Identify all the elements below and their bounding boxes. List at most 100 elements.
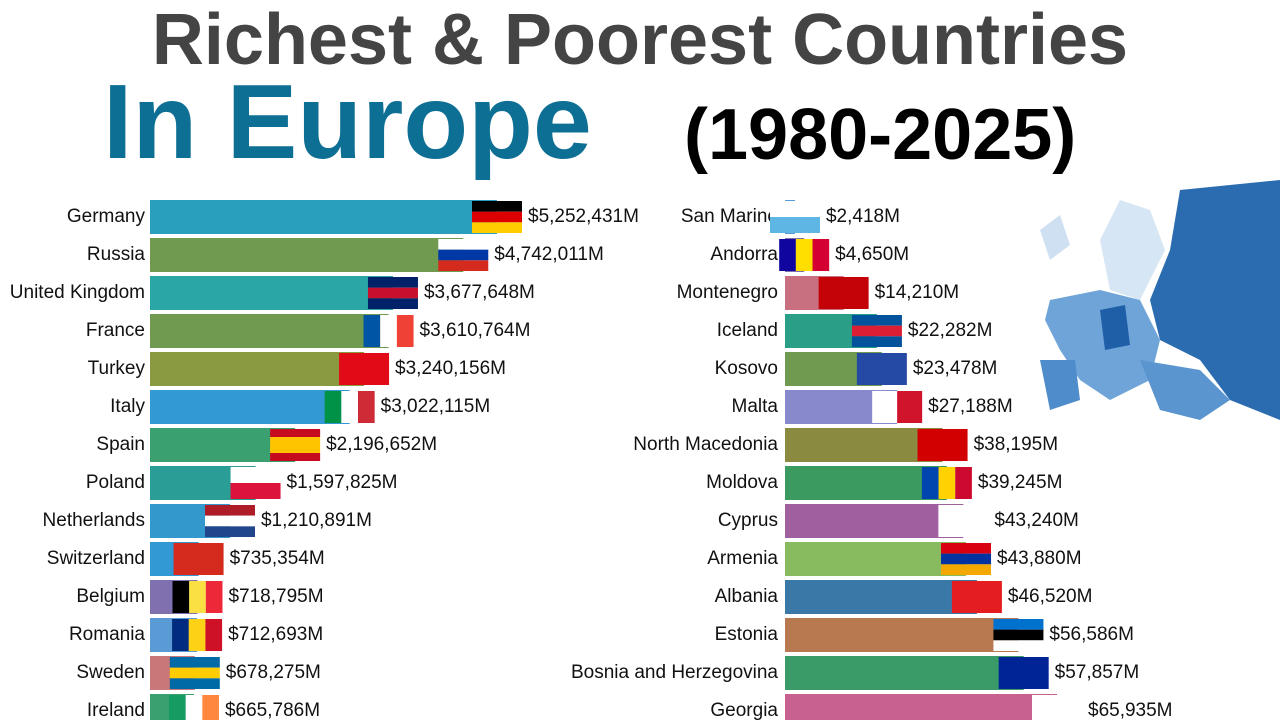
flag: [205, 581, 223, 613]
flag: [941, 543, 992, 554]
category-label: Montenegro: [677, 282, 778, 303]
flag: [173, 543, 224, 575]
category-label: France: [86, 320, 145, 341]
category-label: Armenia: [707, 548, 778, 569]
flag: [270, 445, 321, 453]
value-label: $2,418M: [826, 206, 900, 227]
flag: [189, 581, 206, 613]
flag: [438, 249, 489, 261]
flag: [941, 553, 992, 565]
flag: [769, 201, 820, 217]
value-label: $14,210M: [875, 282, 960, 303]
flag: [872, 391, 898, 423]
bar: [150, 390, 350, 424]
flag: [185, 695, 203, 720]
flag: [204, 515, 255, 527]
value-label: $3,240,156M: [395, 358, 506, 379]
bar: [150, 276, 393, 310]
flag: [367, 287, 418, 299]
bar: [150, 238, 464, 272]
value-label: $718,795M: [228, 586, 323, 607]
category-label: Russia: [87, 244, 146, 265]
flag: [795, 239, 813, 271]
value-label: $4,742,011M: [494, 244, 604, 265]
flag: [769, 217, 820, 233]
flag: [472, 201, 522, 212]
flag: [357, 391, 375, 423]
value-label: $65,935M: [1088, 700, 1173, 720]
bar: [785, 618, 1019, 652]
flag: [851, 325, 902, 337]
value-label: $3,610,764M: [420, 320, 531, 341]
flag: [438, 239, 489, 250]
flag: [779, 239, 796, 271]
bar: [785, 466, 947, 500]
value-label: $5,252,431M: [528, 206, 639, 227]
value-label: $1,210,891M: [261, 510, 372, 531]
value-label: $39,245M: [978, 472, 1063, 493]
flag: [1032, 695, 1082, 720]
category-label: Ireland: [87, 700, 145, 720]
bar: [785, 694, 1057, 720]
bar: [785, 504, 964, 538]
value-label: $4,650M: [835, 244, 909, 265]
flag: [339, 353, 390, 385]
flag: [472, 222, 522, 233]
flag: [941, 564, 992, 575]
category-label: Estonia: [715, 624, 779, 645]
category-label: Georgia: [710, 700, 778, 720]
category-label: Moldova: [706, 472, 778, 493]
flag: [172, 619, 189, 651]
flag: [472, 211, 522, 223]
flag: [204, 505, 255, 516]
flag: [168, 695, 186, 720]
flag: [951, 581, 1002, 613]
period: (1980-2025): [684, 95, 1076, 175]
category-label: Turkey: [88, 358, 146, 379]
flag: [324, 391, 342, 423]
value-label: $46,520M: [1008, 586, 1093, 607]
flag: [204, 526, 255, 537]
bar: [785, 656, 1024, 690]
category-label: San Marino: [681, 206, 778, 227]
value-label: $38,195M: [974, 434, 1059, 455]
flag: [851, 336, 902, 347]
value-label: $1,597,825M: [287, 472, 398, 493]
flag: [998, 657, 1049, 689]
category-label: Switzerland: [47, 548, 145, 569]
category-label: Cyprus: [718, 510, 778, 531]
flag: [363, 315, 381, 347]
flag: [921, 467, 939, 499]
value-label: $678,275M: [226, 662, 321, 683]
category-label: Belgium: [76, 586, 145, 607]
value-label: $56,586M: [1049, 624, 1134, 645]
value-label: $22,282M: [908, 320, 993, 341]
flag: [188, 619, 206, 651]
category-label: Bosnia and Herzegovina: [571, 662, 778, 683]
category-label: Andorra: [710, 244, 778, 265]
value-label: $3,677,648M: [424, 282, 535, 303]
flag: [917, 429, 968, 461]
flag: [955, 467, 972, 499]
category-label: Italy: [110, 396, 145, 417]
category-label: United Kingdom: [10, 282, 145, 303]
title: Richest & Poorest Countries: [152, 0, 1128, 80]
bar: [785, 428, 943, 462]
flag: [230, 467, 281, 483]
europe-map: [1040, 180, 1280, 420]
value-label: $43,880M: [997, 548, 1082, 569]
flag: [230, 483, 281, 499]
category-label: Iceland: [717, 320, 778, 341]
flag: [169, 657, 220, 668]
value-label: $57,857M: [1055, 662, 1140, 683]
bar: [785, 580, 977, 614]
flag: [172, 581, 190, 613]
value-label: $735,354M: [230, 548, 325, 569]
flag: [993, 629, 1044, 641]
flag: [396, 315, 414, 347]
category-label: Germany: [67, 206, 146, 227]
flag: [993, 640, 1044, 651]
subtitle: In Europe: [103, 63, 592, 181]
bar: [150, 314, 389, 348]
